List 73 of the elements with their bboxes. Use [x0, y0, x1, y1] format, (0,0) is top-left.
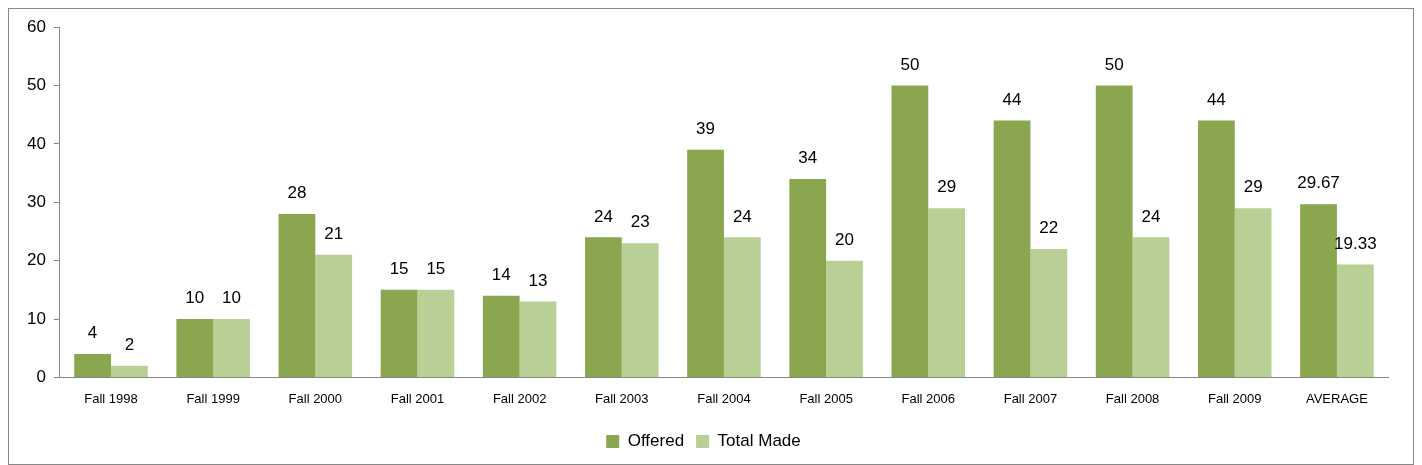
data-label: 10	[185, 288, 205, 308]
x-tick-label: Fall 2003	[595, 390, 649, 406]
data-label: 24	[732, 206, 752, 226]
data-label: 28	[287, 183, 307, 203]
data-label: 2	[124, 334, 135, 354]
bar	[482, 295, 520, 377]
legend-label: Offered	[627, 431, 685, 451]
bar	[110, 365, 148, 377]
bar	[789, 178, 827, 377]
bar	[1234, 208, 1272, 377]
data-label: 44	[1002, 89, 1022, 109]
x-tick-label: Fall 2004	[697, 390, 751, 406]
data-label: 4	[87, 323, 98, 343]
y-tick-label: 50	[26, 75, 46, 95]
bar	[585, 237, 622, 377]
y-tick-label: 20	[26, 250, 46, 270]
data-label: 15	[389, 259, 409, 279]
x-tick-label: Fall 2002	[492, 390, 547, 406]
y-tick-label: 40	[26, 133, 46, 153]
bar	[176, 319, 214, 377]
x-tick-label: Fall 1998	[84, 390, 138, 406]
data-label: 50	[900, 54, 920, 74]
data-label: 24	[1141, 206, 1161, 226]
data-label: 39	[696, 118, 716, 138]
y-tick-label: 60	[26, 16, 46, 36]
x-tick-label: Fall 2000	[288, 390, 343, 406]
bar	[928, 208, 966, 377]
bar	[687, 149, 724, 377]
data-label: 29.67	[1297, 173, 1340, 193]
bar	[519, 301, 557, 377]
x-tick-label: Fall 2008	[1105, 390, 1160, 406]
data-label: 20	[835, 229, 854, 249]
data-label: 13	[528, 270, 548, 290]
data-label: 50	[1104, 54, 1124, 74]
x-tick-label: Fall 2009	[1208, 390, 1262, 406]
x-tick-label: Fall 1999	[186, 390, 240, 406]
data-label: 15	[426, 259, 446, 279]
legend-label: Total Made	[717, 431, 801, 451]
bar	[278, 213, 316, 377]
data-label: 24	[593, 206, 613, 226]
data-label: 14	[491, 264, 511, 284]
bar	[993, 120, 1031, 377]
bar	[1095, 85, 1133, 377]
bar	[380, 289, 418, 377]
bar	[723, 237, 761, 377]
data-label: 44	[1206, 89, 1226, 109]
bar	[417, 289, 455, 377]
bar	[74, 354, 111, 377]
x-tick-label: Fall 2007	[1003, 390, 1058, 406]
bar	[1336, 264, 1374, 377]
data-label: 23	[630, 212, 650, 232]
data-label: 10	[222, 288, 241, 308]
y-tick-label: 30	[26, 191, 46, 211]
x-tick-label: Fall 2001	[390, 390, 445, 406]
y-tick-label: 10	[26, 308, 46, 328]
y-tick-label: 0	[36, 367, 46, 387]
bar	[315, 254, 353, 377]
bar	[891, 85, 929, 377]
bar	[213, 319, 250, 377]
data-label: 22	[1039, 218, 1059, 238]
x-tick-label: Fall 2005	[799, 390, 853, 406]
bar	[826, 260, 863, 377]
data-label: 34	[798, 148, 818, 168]
bar	[1132, 237, 1170, 377]
x-tick-label: Fall 2006	[901, 390, 956, 406]
x-tick-label: AVERAGE	[1305, 390, 1369, 406]
data-label: 29	[1243, 177, 1263, 197]
bar	[621, 243, 659, 377]
data-label: 29	[937, 177, 957, 197]
bar	[1300, 204, 1337, 377]
bar	[1197, 120, 1235, 377]
data-label: 21	[324, 224, 344, 244]
bar	[1030, 248, 1068, 377]
